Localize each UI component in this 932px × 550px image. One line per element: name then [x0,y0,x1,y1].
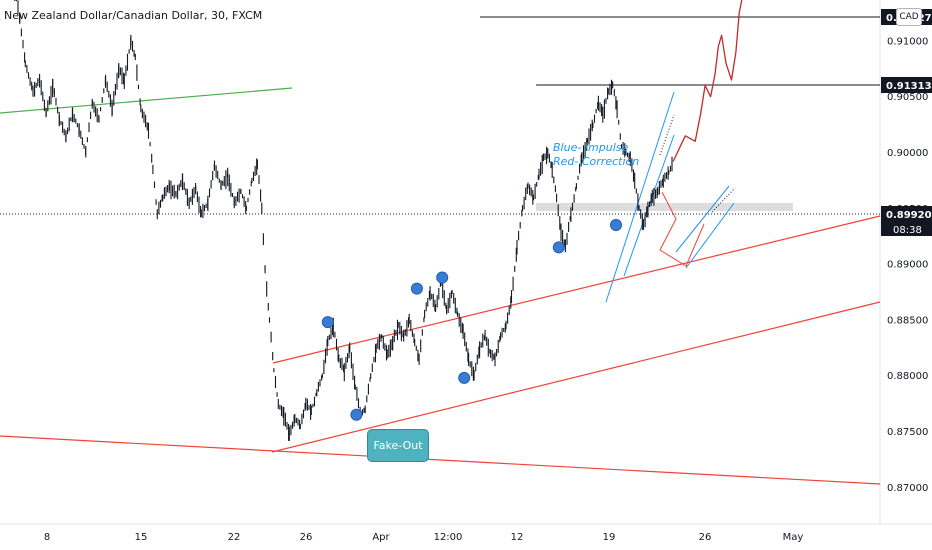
time-tick-label: 15 [135,532,148,543]
price-tick-label: 0.87500 [887,427,928,438]
price-tick-label: 0.88500 [887,315,928,326]
time-tick-label: May [783,532,804,543]
touch-marker [458,371,471,384]
last-price-tag-bg [881,206,932,222]
time-tick-label: Apr [372,532,390,543]
impulse-line-d [685,202,735,269]
time-tick-label: 26 [300,532,313,543]
price-tick-label: 0.89000 [887,260,928,271]
correction-zigzag [659,191,705,267]
currency-badge[interactable]: CAD [896,8,922,26]
level-mid-tag-bg [881,77,932,93]
fakeout-label: Fake-Out [367,429,429,462]
last-price-tag: 0.89920 [886,210,932,221]
level-mid-tag: 0.91313 [886,81,932,92]
touch-marker [436,271,449,284]
chart-title: New Zealand Dollar/Canadian Dollar, 30, … [4,9,263,22]
price-tick-label: 0.90500 [887,92,928,103]
time-tick-label: 22 [228,532,241,543]
correction-note: Red- Correction [553,155,640,168]
price-tick-label: 0.88000 [887,371,928,382]
price-countdown: 08:38 [893,225,922,236]
time-tick-label: 8 [44,532,50,543]
time-tick-label: 26 [699,532,712,543]
touch-marker [410,282,423,295]
projection-path [672,0,743,162]
touch-marker [321,316,334,329]
price-tick-label: 0.87000 [887,483,928,494]
supply-zone [536,203,793,211]
price-bars [14,0,673,441]
impulse-dotted-b [711,187,736,213]
touch-marker [610,219,622,232]
touch-marker [350,408,363,421]
price-tick-label: 0.91000 [887,36,928,47]
touch-marker [552,241,565,254]
impulse-dotted-a [659,114,675,156]
channel-top-line [272,215,881,364]
channel-bottom-line [271,301,881,453]
impulse-line-a [605,91,675,303]
lower-support-line [0,435,881,485]
impulse-line-c [675,185,730,253]
price-tick-label: 0.90000 [887,148,928,159]
time-tick-label: 19 [603,532,616,543]
time-tick-label: 12:00 [434,532,463,543]
green-trendline [0,87,293,114]
countdown-bg [881,222,932,236]
time-tick-label: 12 [511,532,524,543]
impulse-note: Blue- Impulse [553,141,629,154]
